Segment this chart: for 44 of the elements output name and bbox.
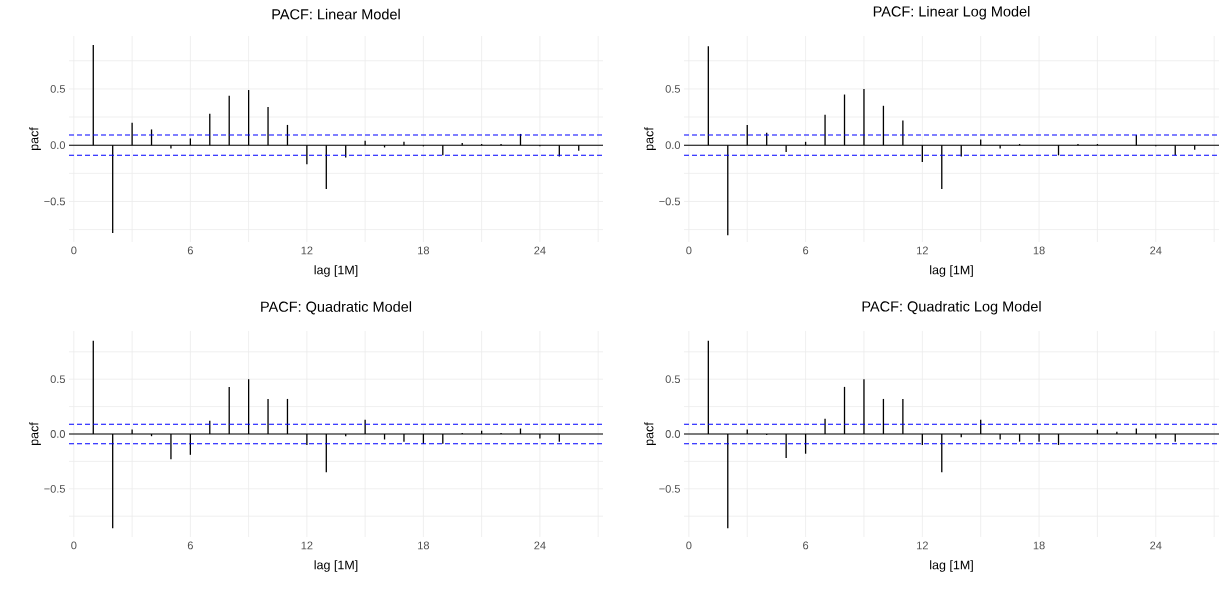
x-tick-label: 18 [418,246,430,255]
x-tick-label: 12 [917,541,928,550]
y-tick-label: 0.0 [50,430,66,438]
y-tick-label: −0.5 [659,197,681,206]
y-axis-title: pacf [644,422,656,446]
x-tick-label: 18 [1033,541,1045,550]
y-tick-label: 0.0 [665,430,681,438]
x-axis-title: lag [1M] [314,265,358,277]
y-tick-label: 0.0 [50,141,66,150]
x-tick-label: 12 [917,246,928,255]
x-tick-label: 0 [71,246,77,255]
x-tick-label: 12 [301,246,313,255]
x-tick-label: 24 [534,541,546,550]
x-tick-label: 6 [187,246,193,255]
chart-title: PACF: Quadratic Model [261,301,412,315]
x-axis-title: lag [1M] [930,265,973,277]
y-tick-label: 0.5 [50,85,65,93]
y-axis-title: pacf [644,127,656,151]
x-tick-label: 0 [686,541,692,550]
y-tick-label: −0.5 [44,197,65,206]
x-axis-title: lag [1M] [930,560,973,572]
y-axis-title: pacf [29,422,41,446]
x-tick-label: 6 [803,246,809,255]
x-axis-title: lag [1M] [314,560,358,572]
x-tick-label: 24 [1150,541,1162,550]
x-tick-label: 24 [1150,246,1162,255]
y-tick-label: −0.5 [44,484,65,493]
x-tick-label: 18 [1033,246,1045,255]
y-tick-label: −0.5 [659,484,681,493]
y-axis-title: pacf [29,127,41,151]
x-tick-label: 24 [534,246,546,255]
x-tick-label: 18 [418,541,430,550]
y-tick-label: 0.5 [50,375,65,384]
y-tick-label: 0.5 [665,85,681,93]
x-tick-label: 0 [686,246,692,255]
y-tick-label: 0.0 [665,141,681,150]
chart-title: PACF: Quadratic Log Model [862,300,1041,315]
x-tick-label: 6 [187,541,193,550]
x-tick-label: 0 [71,541,77,550]
x-tick-label: 12 [301,541,313,550]
y-tick-label: 0.5 [665,375,681,384]
x-tick-label: 6 [803,541,809,550]
chart-title: PACF: Linear Model [272,8,400,20]
chart-title: PACF: Linear Log Model [873,5,1030,20]
